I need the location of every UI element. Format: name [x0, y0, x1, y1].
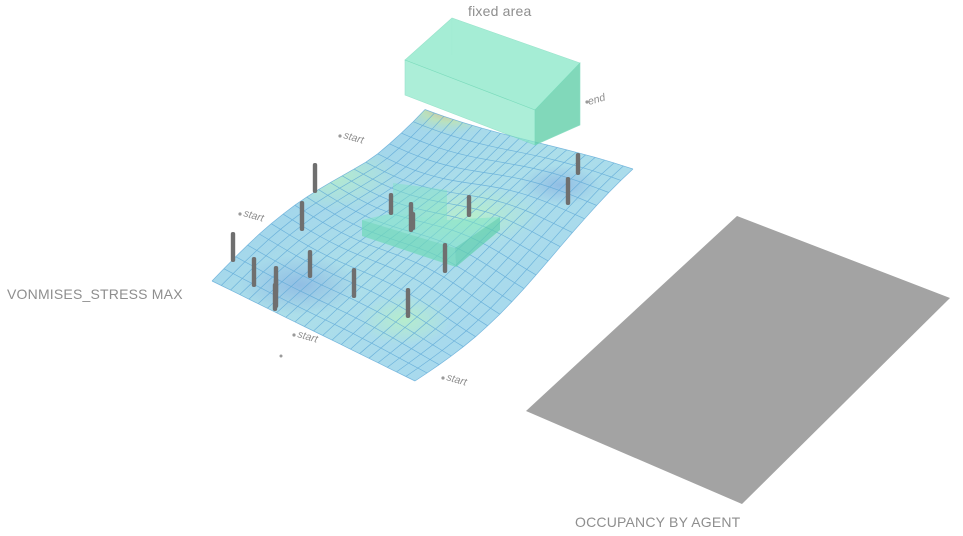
start-label-3: start — [296, 328, 320, 345]
start-marker-3: start — [292, 328, 320, 346]
mesh-line — [239, 119, 454, 295]
column — [388, 193, 394, 215]
column — [575, 153, 581, 175]
occupancy-title: OCCUPANCY BY AGENT — [575, 514, 741, 530]
column — [230, 232, 236, 262]
fixed-area-label: fixed area — [468, 3, 531, 19]
column — [565, 177, 571, 205]
column — [299, 201, 305, 231]
start-marker-4: start — [441, 371, 469, 389]
fixed-area-box — [404, 17, 581, 146]
column — [312, 163, 318, 193]
mesh-line — [405, 165, 624, 377]
column — [351, 268, 357, 298]
column — [307, 250, 313, 278]
mesh-line — [230, 116, 445, 291]
mesh-line — [220, 112, 435, 286]
end-marker: end — [585, 91, 608, 108]
mesh-grid — [211, 109, 634, 382]
small-volume — [362, 183, 500, 267]
column — [405, 288, 411, 318]
columns — [230, 153, 581, 318]
start-label-2: start — [242, 207, 266, 224]
end-label: end — [587, 91, 608, 108]
occupancy-plane — [526, 216, 950, 504]
mesh-line — [368, 154, 586, 359]
column — [251, 257, 257, 287]
mesh-line — [396, 162, 615, 373]
mesh-line — [248, 122, 464, 300]
column — [410, 212, 416, 230]
column — [442, 243, 448, 273]
start-marker-2: start — [238, 207, 266, 225]
column — [466, 195, 472, 217]
mesh-line — [414, 168, 634, 382]
column — [273, 278, 279, 308]
point-marker — [279, 354, 283, 358]
start-label-1: start — [342, 129, 366, 146]
mesh-line — [211, 109, 426, 282]
mesh-line — [377, 157, 596, 364]
stress-title: VONMISES_STRESS MAX — [7, 286, 183, 302]
start-marker-1: start — [338, 129, 366, 147]
mesh-line — [257, 125, 473, 304]
start-label-4: start — [445, 371, 469, 388]
